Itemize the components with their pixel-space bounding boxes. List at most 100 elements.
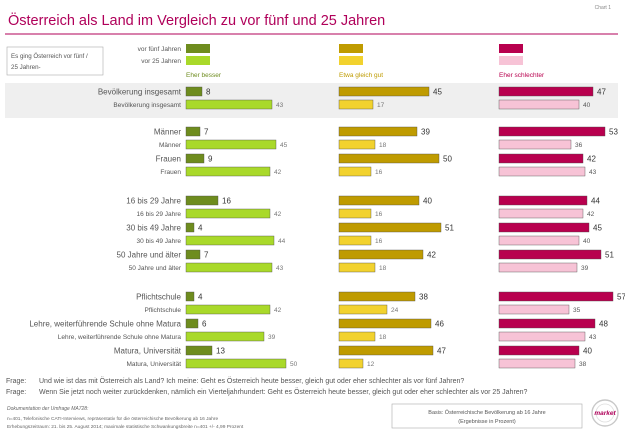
category-label-25: Männer [159,142,182,149]
bar-five [498,126,606,137]
category-label-25: Matura, Universität [126,361,181,368]
bar-five [185,318,199,329]
chart-rows: Bevölkerung insgesamt Bevölkerung insgesa… [29,86,625,369]
bar-five [185,126,201,137]
doc-note: Dokumentation der Umfrage MA728: [7,406,89,412]
bar-five [498,249,602,260]
bar-25 [185,99,273,110]
legend-swatch-five [499,44,523,53]
bar-five [498,222,590,233]
bar-five [498,345,580,356]
bar-five [498,318,596,329]
bar-25 [338,235,372,246]
column-header-better: Eher besser [186,72,222,79]
bar-25 [498,235,580,246]
data-label-25: 40 [583,102,591,109]
data-label-five: 50 [443,155,452,164]
question-box [6,46,104,76]
category-label-25: Pflichtschule [145,307,182,314]
category-label-five: Pflichtschule [136,293,181,302]
bar-25 [185,208,271,219]
bar-five [338,86,430,97]
bar-25 [185,304,271,315]
data-label-25: 35 [573,307,581,314]
question-box-line1: Es ging Österreich vor fünf / [11,53,88,60]
data-label-25: 45 [280,142,288,149]
bar-25 [185,358,287,369]
bar-25 [338,262,376,273]
category-label-25: 50 Jahre und älter [129,265,182,272]
data-label-five: 39 [421,128,430,137]
bar-25 [498,99,580,110]
category-label-five: Lehre, weiterführende Schule ohne Matura [29,320,181,329]
data-label-five: 8 [206,88,211,97]
category-label-five: 30 bis 49 Jahre [126,224,181,233]
bar-25 [185,331,265,342]
bar-25 [185,235,275,246]
bar-five [498,86,594,97]
bar-five [185,195,219,206]
bar-25 [498,208,584,219]
data-label-five: 4 [198,224,203,233]
bar-five [338,318,432,329]
basis-line-1: Basis: Österreichische Bevölkerung ab 16… [428,409,545,416]
data-label-25: 18 [379,265,387,272]
method-line-1: n=401, Telefonische CATI-Interviews, rep… [7,416,218,422]
data-label-25: 43 [276,102,284,109]
bar-25 [338,99,374,110]
market-logo: market [591,399,619,427]
bar-five [185,86,203,97]
data-label-five: 40 [583,347,592,356]
data-label-25: 38 [579,361,587,368]
column-header-worse: Eher schlechter [499,72,545,79]
legend-swatch-25 [339,56,363,65]
category-label-25: 30 bis 49 Jahre [137,238,182,245]
bar-five [338,291,416,302]
data-label-25: 50 [290,361,298,368]
bar-25 [498,304,570,315]
data-label-25: 39 [581,265,589,272]
corner-label: Chart 1 [595,5,612,11]
bar-five [338,195,420,206]
data-label-five: 44 [591,197,600,206]
data-label-five: 4 [198,293,203,302]
basis-line-2: (Ergebnisse in Prozent) [458,419,516,425]
category-label-25: Lehre, weiterführende Schule ohne Matura [58,334,182,341]
data-label-25: 42 [274,307,282,314]
data-label-25: 39 [268,334,276,341]
data-label-five: 47 [597,88,606,97]
data-label-five: 7 [204,128,209,137]
data-label-25: 42 [587,211,595,218]
data-label-five: 42 [587,155,596,164]
data-label-five: 40 [423,197,432,206]
bar-25 [338,166,372,177]
bar-five [498,153,584,164]
data-label-25: 43 [589,334,597,341]
data-label-five: 57 [617,293,625,302]
data-label-25: 16 [375,238,383,245]
category-label-25: 16 bis 29 Jahre [137,211,182,218]
data-label-25: 18 [379,142,387,149]
category-label-five: Matura, Universität [114,347,182,356]
category-label-25: Bevölkerung insgesamt [113,102,181,109]
footer-question-label-1: Frage: [6,378,26,385]
data-label-25: 42 [274,169,282,176]
market-logo-text: market [594,410,616,417]
data-label-five: 9 [208,155,213,164]
question-box-line2: 25 Jahren- [11,64,41,71]
bar-25 [498,331,586,342]
bar-25 [338,304,388,315]
data-label-five: 51 [445,224,454,233]
bar-five [338,249,424,260]
bar-25 [185,166,271,177]
bar-five [338,153,440,164]
data-label-25: 43 [589,169,597,176]
data-label-25: 43 [276,265,284,272]
data-label-25: 42 [274,211,282,218]
data-label-25: 12 [367,361,375,368]
bar-25 [338,331,376,342]
bar-five [338,126,418,137]
chart-title: Österreich als Land im Vergleich zu vor … [8,11,385,29]
data-label-25: 44 [278,238,286,245]
bar-five [498,291,614,302]
